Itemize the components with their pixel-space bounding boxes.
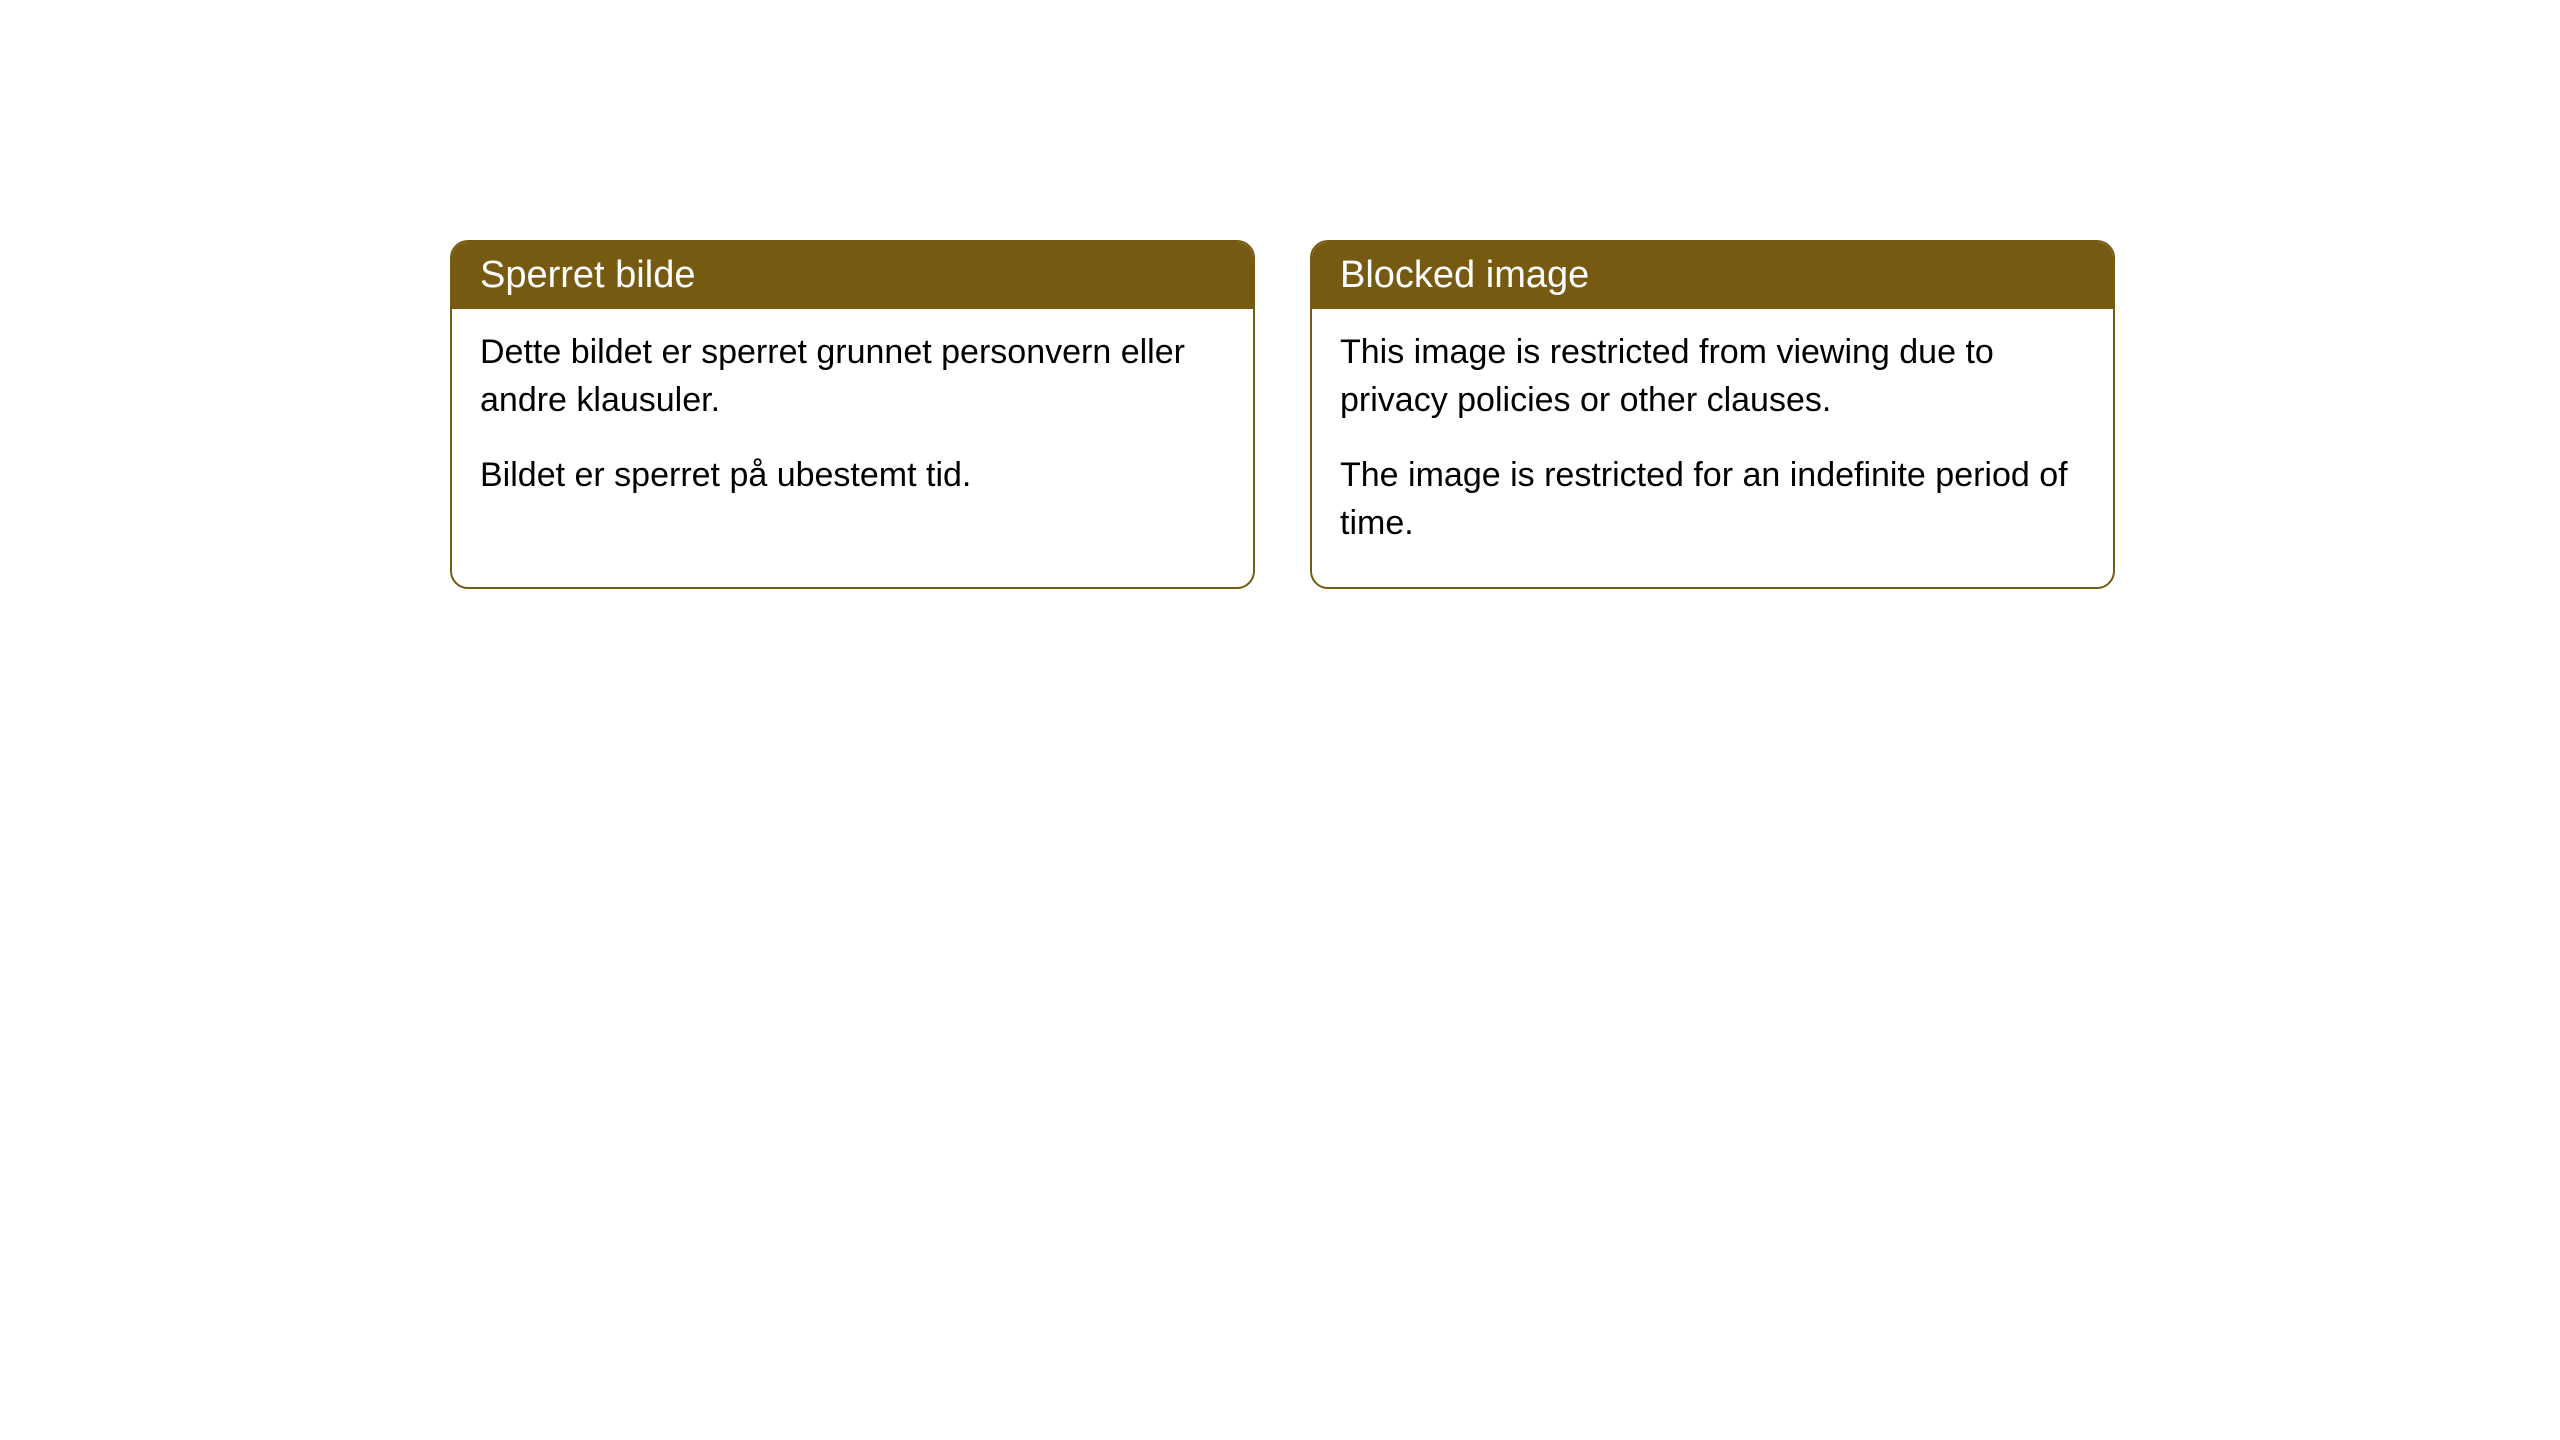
- card-title: Blocked image: [1340, 254, 1589, 296]
- card-body-english: This image is restricted from viewing du…: [1312, 309, 2113, 587]
- card-paragraph: This image is restricted from viewing du…: [1340, 329, 2085, 424]
- card-paragraph: The image is restricted for an indefinit…: [1340, 452, 2085, 547]
- cards-container: Sperret bilde Dette bildet er sperret gr…: [450, 240, 2115, 589]
- card-paragraph: Bildet er sperret på ubestemt tid.: [480, 452, 1225, 500]
- card-paragraph: Dette bildet er sperret grunnet personve…: [480, 329, 1225, 424]
- card-title: Sperret bilde: [480, 254, 695, 296]
- info-card-english: Blocked image This image is restricted f…: [1310, 240, 2115, 589]
- card-body-norwegian: Dette bildet er sperret grunnet personve…: [452, 309, 1253, 540]
- card-header-english: Blocked image: [1312, 242, 2113, 309]
- card-header-norwegian: Sperret bilde: [452, 242, 1253, 309]
- info-card-norwegian: Sperret bilde Dette bildet er sperret gr…: [450, 240, 1255, 589]
